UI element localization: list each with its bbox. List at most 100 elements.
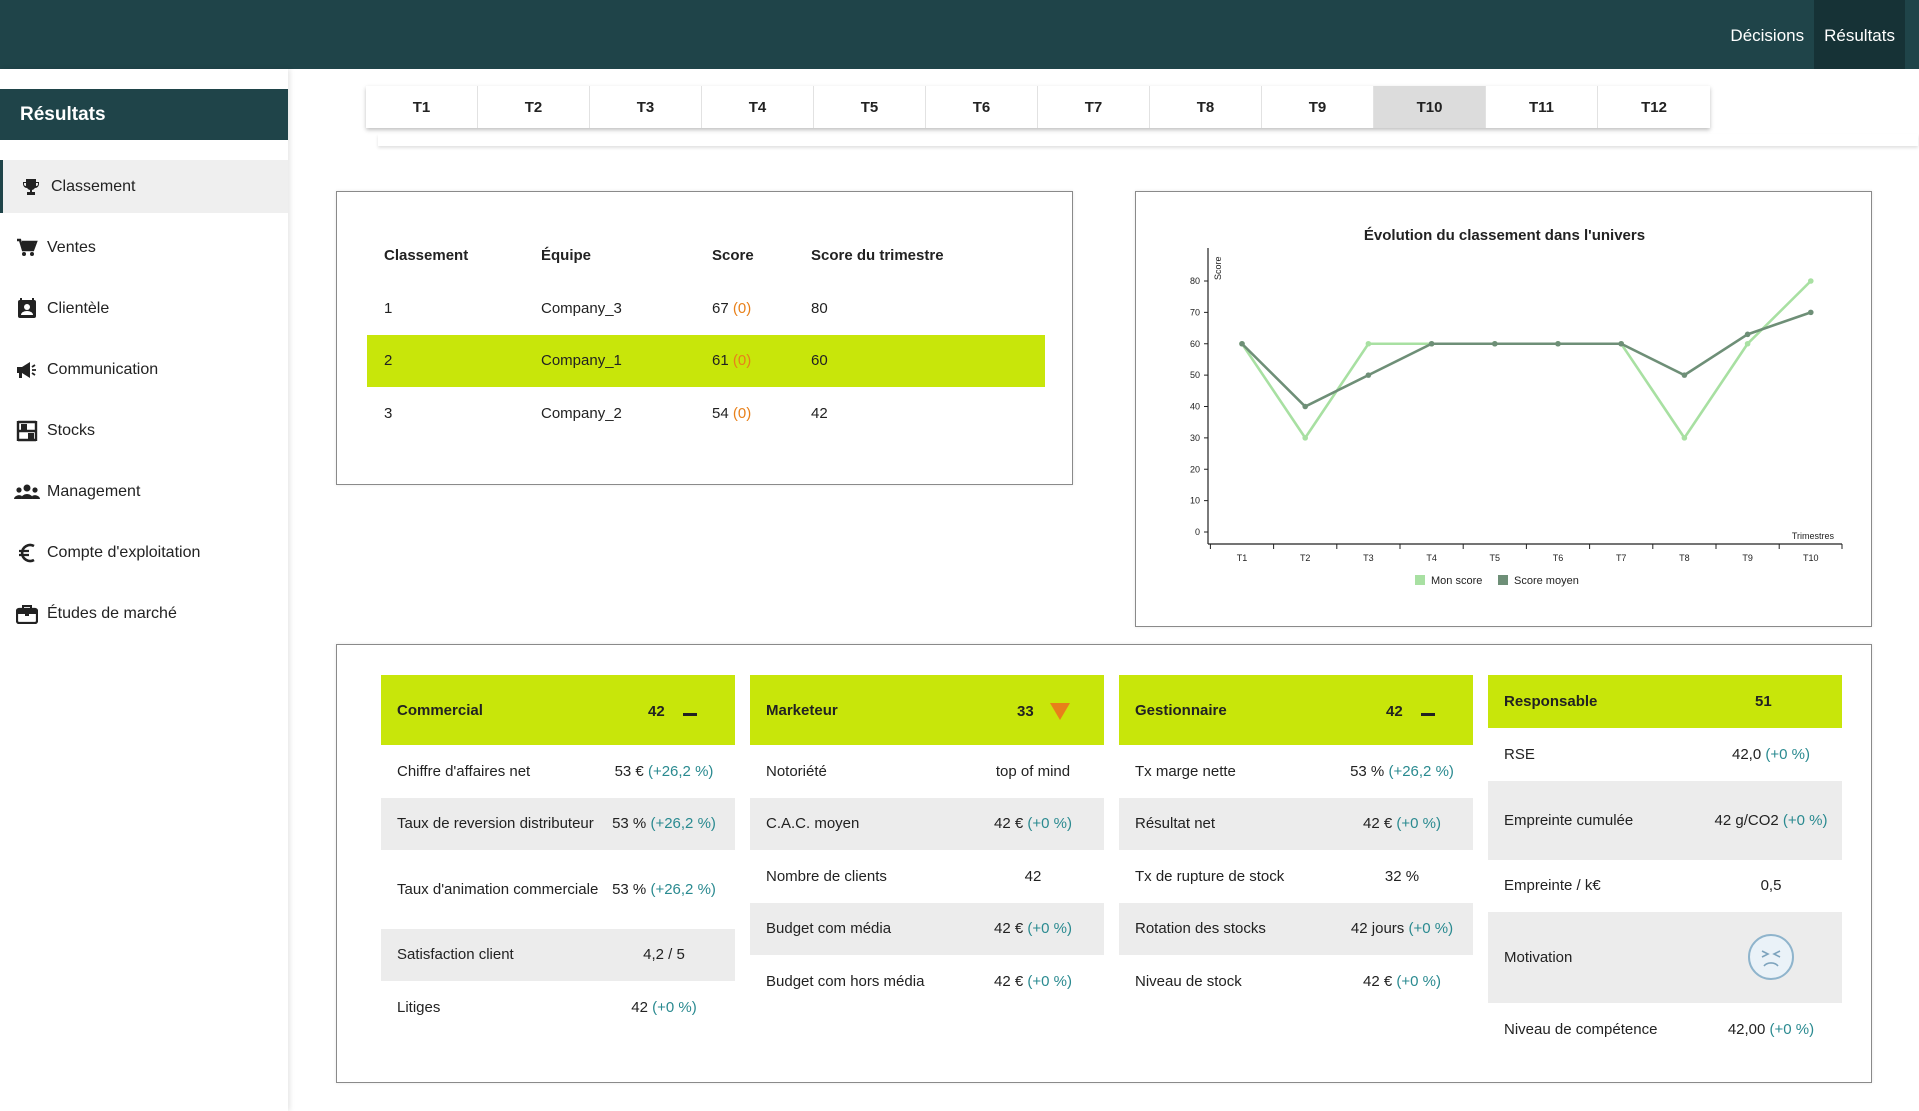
card-gestionnaire: Gestionnaire 42 Tx marge nette 53 % (+26,… [1119,675,1473,1008]
nav-decisions[interactable]: Décisions [1730,26,1805,45]
team-cell: Company_2 [541,404,622,422]
stat-number: 53 % [612,880,647,898]
stat-number: 53 % [1350,762,1385,780]
stat-row: Taux de reversion distributeur 53 % (+26,… [381,798,735,850]
sidebar-item-label: Communication [47,360,159,378]
tab-t7[interactable]: T7 [1038,86,1150,128]
data-point [1239,340,1245,347]
x-tick-label: T1 [1237,553,1248,563]
stat-label: Chiffre d'affaires net [397,762,531,780]
stat-value: 53 € (+26,2 %) [599,759,729,785]
stat-row: Budget com hors média 42 € (+0 %) [750,955,1104,1008]
top-nav: Décisions Résultats [1720,0,1905,69]
stat-value: 42,00 (+0 %) [1706,1017,1836,1043]
sidebar-item-label: Études de marché [47,604,177,622]
sidebar-item-stocks[interactable]: Stocks [0,404,288,457]
people-icon [14,479,40,505]
stat-number: 0,5 [1760,877,1782,894]
stat-number: 42 [1024,867,1042,885]
quarter-score-cell: 60 [811,352,828,370]
stat-change: (+0 %) [1396,815,1441,832]
stat-value: 42 jours (+0 %) [1337,916,1467,942]
ranking-panel: Classement Équipe Score Score du trimest… [336,191,1073,485]
stat-row: C.A.C. moyen 42 € (+0 %) [750,798,1104,850]
stat-value: 42 € (+0 %) [1337,969,1467,995]
data-point [1681,435,1688,441]
tab-t6[interactable]: T6 [926,86,1038,128]
card-marketeur: Marketeur 33 Notoriété top of mind C.A.C.… [750,675,1104,1008]
stat-row: Empreinte cumulée 42 g/CO2 (+0 %) [1488,781,1842,860]
tab-t12[interactable]: T12 [1641,99,1667,116]
tab-t9[interactable]: T9 [1262,86,1374,128]
y-tick-label: 60 [1190,339,1200,349]
y-tick-label: 80 [1190,276,1200,286]
series-line-mon-score [1240,280,1812,441]
sidebar-item-label: Management [47,482,141,500]
chart-panel: Évolution du classement dans l'univers Sc… [1135,191,1872,627]
stat-number: 42,00 [1727,1020,1766,1038]
y-tick-label: 70 [1190,307,1200,317]
sidebar-item-label: Ventes [47,238,96,256]
sidebar-item-compte-exploitation[interactable]: Compte d'exploitation [0,526,288,579]
y-tick-label: 30 [1190,433,1200,443]
data-point [1681,372,1688,378]
sidebar: Résultats Classement Ventes Clientèle Co… [0,69,288,1111]
trend-down-icon [1050,703,1070,720]
stat-change: (+26,2 %) [647,762,714,780]
euro-icon [14,540,40,566]
tab-t11[interactable]: T11 [1486,86,1598,128]
legend-swatch [1498,575,1508,585]
header-classement: Classement [384,246,469,264]
card-title: Commercial [397,701,483,719]
tab-t2[interactable]: T2 [478,86,590,128]
stat-change: (+0 %) [1027,920,1072,937]
stat-value: 53 % (+26,2 %) [599,877,729,903]
stat-row: Notoriété top of mind [750,745,1104,798]
sidebar-item-label: Classement [51,177,136,195]
tab-t5[interactable]: T5 [814,86,926,128]
quarter-tabs: T1 T2 T3 T4 T5 T6 T7 T8 T9 T10 T11 T12 [366,86,1710,128]
sidebar-item-etudes-marche[interactable]: Études de marché [0,587,288,640]
tab-t3[interactable]: T3 [590,86,702,128]
stat-value: 53 % (+26,2 %) [599,811,729,837]
megaphone-icon [14,357,40,383]
card-header: Responsable 51 [1488,675,1842,728]
stat-value: 42 [968,864,1098,890]
stat-number: 53 € [614,762,644,780]
y-axis-label: Score [1213,256,1223,280]
data-point [1302,435,1308,441]
x-tick-label: T2 [1300,553,1311,563]
rank-cell: 1 [384,299,393,317]
stat-number: 4,2 / 5 [643,946,685,963]
stat-value: top of mind [968,759,1098,785]
briefcase-icon [14,601,40,627]
score-value: 61 [712,352,729,370]
sidebar-item-ventes[interactable]: Ventes [0,221,288,274]
stat-value: 0,5 [1706,873,1836,899]
stat-row: Satisfaction client 4,2 / 5 [381,929,735,981]
tab-t4[interactable]: T4 [702,86,814,128]
stat-change: (+0 %) [652,998,697,1016]
stat-row: Niveau de compétence 42,00 (+0 %) [1488,1003,1842,1056]
sidebar-item-classement[interactable]: Classement [0,160,288,213]
trophy-icon [18,174,44,200]
card-title: Responsable [1504,693,1598,710]
data-point [1428,340,1435,347]
tab-t10[interactable]: T10 [1374,86,1486,128]
team-cell: Company_1 [541,352,622,370]
nav-resultats[interactable]: Résultats [1814,0,1905,69]
score-delta: (0) [732,352,752,370]
tab-t8[interactable]: T8 [1150,86,1262,128]
stat-change: (+26,2 %) [650,815,716,832]
stat-change: (+0 %) [1782,811,1828,829]
sidebar-item-communication[interactable]: Communication [0,343,288,396]
x-tick-label: T9 [1742,553,1753,563]
score-evolution-chart: Évolution du classement dans l'univers Sc… [1190,227,1843,587]
sad-face-icon [1748,934,1794,980]
card-header: Marketeur 33 [750,675,1104,745]
tab-t1[interactable]: T1 [366,86,478,128]
sidebar-item-clientele[interactable]: Clientèle [0,282,288,335]
sidebar-item-management[interactable]: Management [0,465,288,518]
stat-value: 42 € (+0 %) [968,916,1098,942]
stat-change: (+26,2 %) [1388,762,1454,780]
